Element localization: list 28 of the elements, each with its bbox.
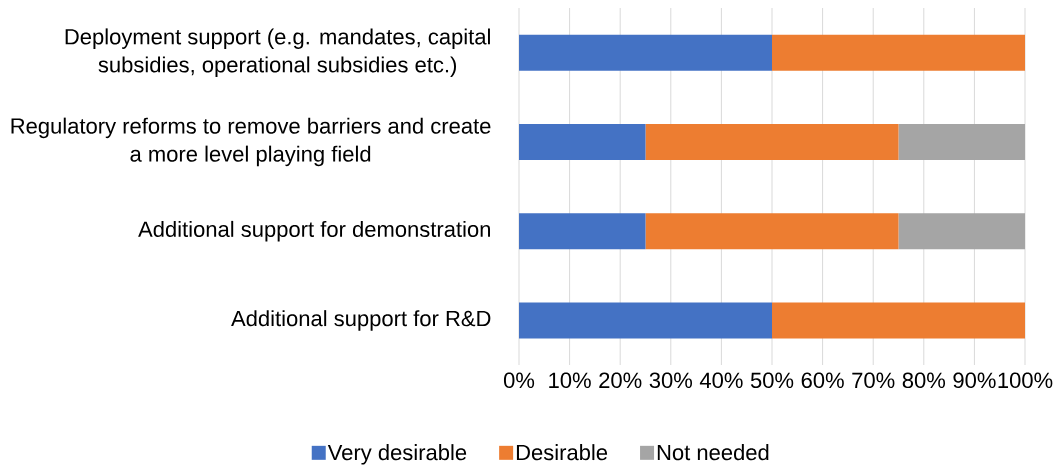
- x-tick-label: 10%: [549, 372, 591, 389]
- x-tick-label: 20%: [599, 372, 642, 389]
- bar: [772, 302, 1025, 339]
- bar: [519, 302, 772, 339]
- bar: [645, 123, 899, 160]
- x-tick-label: 30%: [649, 372, 693, 389]
- bar: [898, 123, 1025, 160]
- bar: [519, 34, 772, 71]
- bar: [519, 213, 646, 250]
- y-tick-label: Additional support for demonstration: [138, 220, 490, 242]
- y-tick-label: Additional support for R&D: [231, 310, 491, 331]
- x-tick-label: 100%: [998, 372, 1053, 389]
- bar: [645, 213, 899, 250]
- legend-label: Very desirable: [327, 444, 467, 465]
- x-tick-label: 90%: [953, 372, 996, 389]
- bar: [519, 123, 646, 160]
- bar: [898, 213, 1025, 250]
- x-tick-label: 60%: [801, 372, 844, 389]
- x-tick-label: 50%: [750, 372, 794, 389]
- x-tick-label: 0%: [503, 372, 535, 389]
- y-tick-label: Deployment support (e.g. mandates, capital subsidies, operational subsidies etc.): [65, 28, 490, 77]
- x-tick-label: 80%: [902, 372, 946, 389]
- x-tick-label: 40%: [699, 372, 743, 389]
- legend-label: Not needed: [657, 444, 769, 461]
- x-tick-label: 70%: [852, 372, 895, 389]
- y-tick-label: Regulatory reforms to remove barriers and create a more level playing field: [11, 117, 491, 167]
- legend-label: Desirable: [516, 444, 608, 461]
- bar: [772, 34, 1025, 71]
